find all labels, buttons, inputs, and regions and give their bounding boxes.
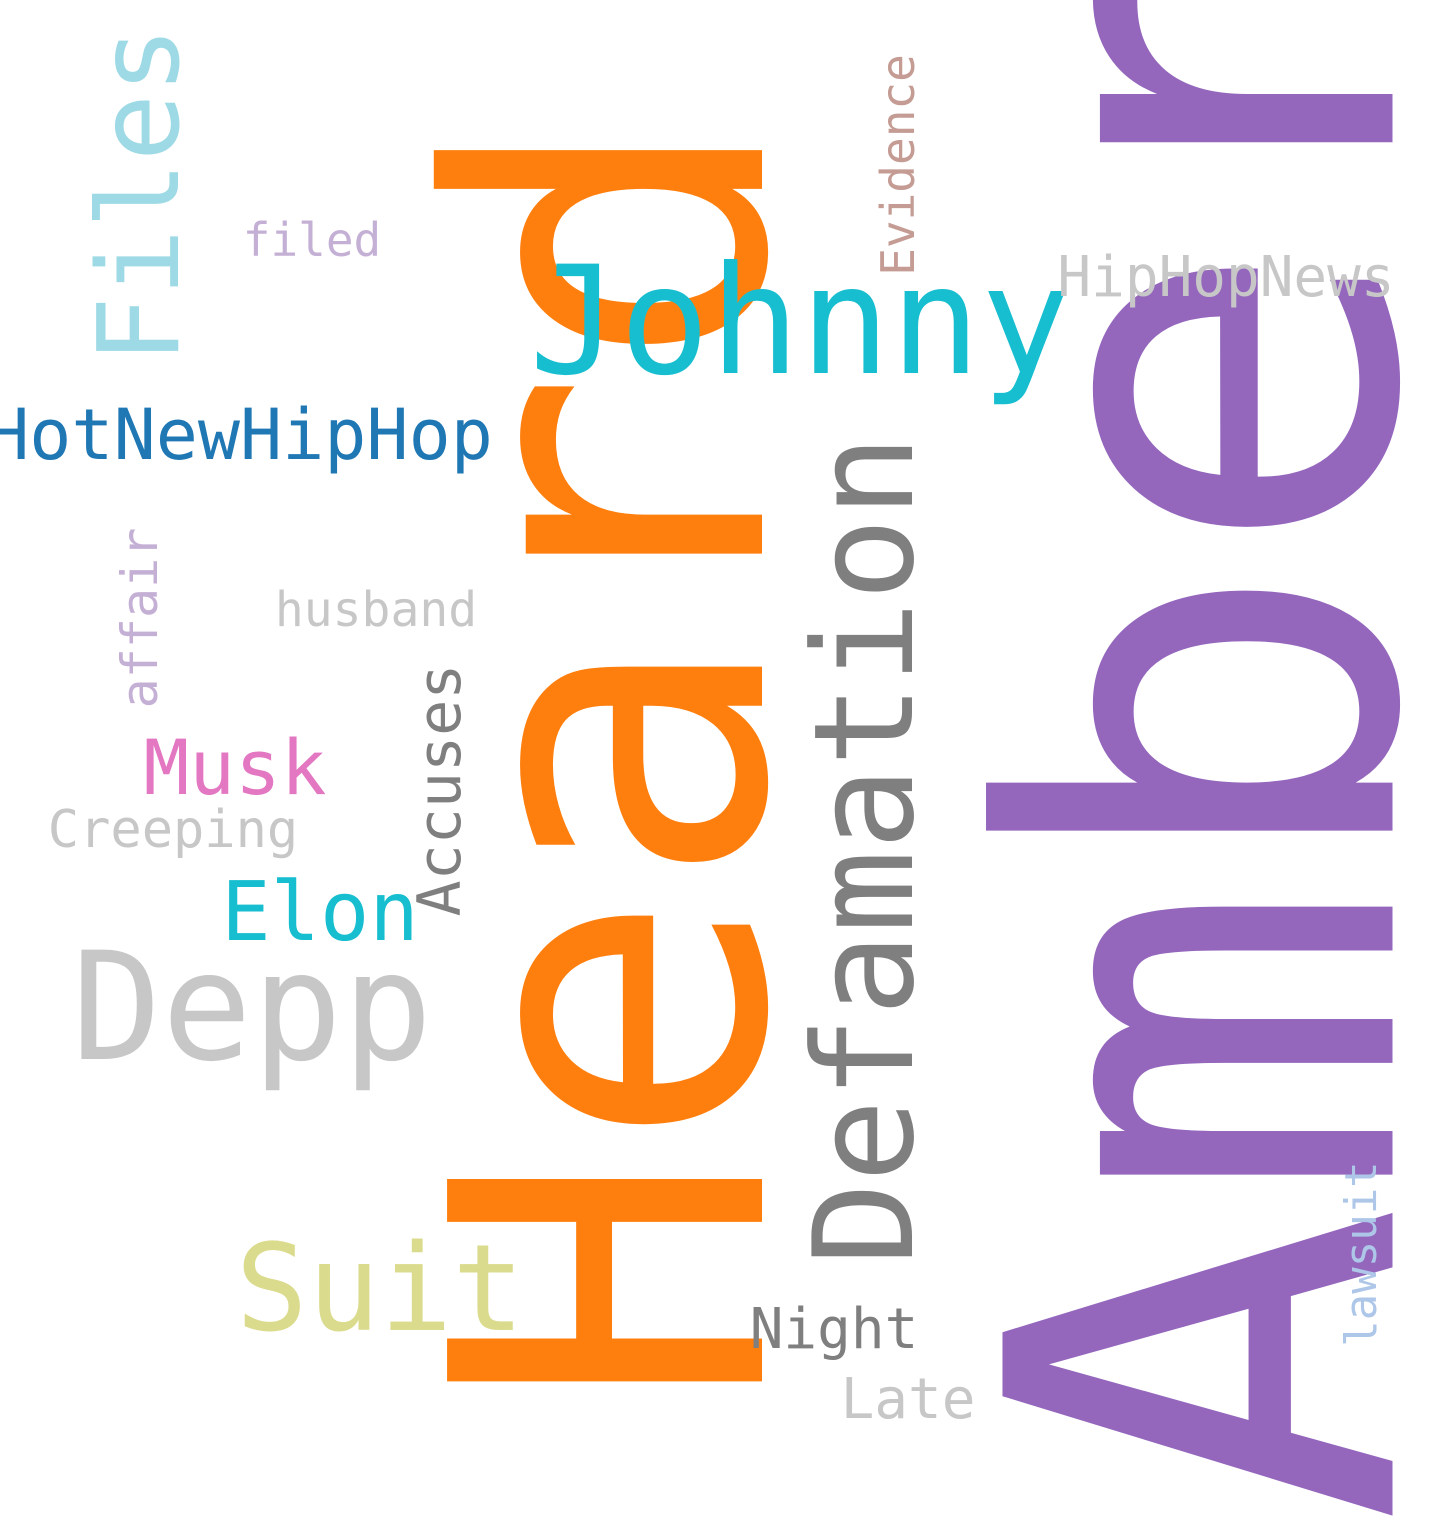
word-lawsuit: lawsuit [1340, 1161, 1384, 1346]
word-musk: Musk [143, 730, 326, 806]
word-files: Files [84, 26, 196, 363]
word-late: Late [841, 1372, 976, 1428]
word-affair: affair [115, 528, 165, 709]
word-husband: husband [275, 586, 477, 634]
word-creeping: Creeping [48, 804, 298, 856]
word-evidence: Evidence [875, 54, 921, 276]
word-johnny: Johnny [529, 247, 1071, 397]
word-suit: Suit [236, 1230, 525, 1350]
word-cloud: Amber Heard Johnny Defamation Files Depp… [0, 0, 1440, 1440]
word-filed: filed [243, 217, 381, 263]
word-elon: Elon [221, 872, 418, 954]
word-night: Night [750, 1302, 919, 1358]
word-hotnewhiphop: HotNewHipHop [0, 400, 493, 470]
word-defamation: Defamation [796, 435, 934, 1266]
word-hiphopnews: HipHopNews [1057, 250, 1394, 306]
word-accuses: Accuses [410, 664, 470, 917]
